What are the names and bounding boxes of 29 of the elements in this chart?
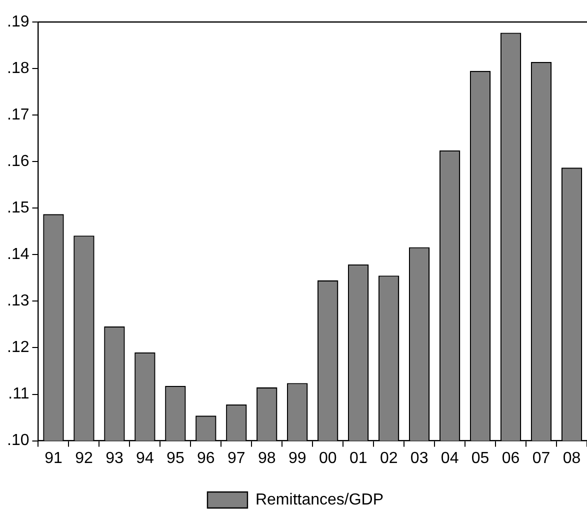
x-tick-label: 92 — [75, 450, 93, 467]
y-tick-label: .13 — [6, 292, 30, 310]
y-tick-label: .18 — [6, 60, 30, 77]
y-tick-label: .12 — [6, 339, 30, 356]
x-tick-label: 08 — [562, 450, 581, 467]
x-tick-label: 05 — [471, 450, 490, 467]
x-tick-label: 94 — [136, 450, 154, 467]
x-tick-label: 99 — [288, 450, 306, 467]
y-tick-label: .11 — [8, 386, 30, 403]
x-tick-label: 00 — [318, 450, 337, 467]
x-tick-label: 06 — [502, 450, 520, 467]
legend-label: Remittances/GDP — [255, 491, 384, 508]
x-tick-label: 96 — [197, 450, 215, 467]
y-tick-label: .17 — [6, 106, 30, 124]
x-tick-label: 01 — [349, 450, 368, 467]
x-tick-label: 97 — [228, 450, 246, 467]
y-tick-label: .10 — [6, 432, 30, 450]
x-tick-label: 93 — [106, 450, 124, 467]
y-tick-label: .14 — [6, 246, 30, 264]
x-tick-label: 91 — [44, 450, 62, 467]
x-tick-label: 95 — [166, 450, 184, 467]
x-tick-label: 04 — [440, 450, 459, 467]
x-tick-label: 02 — [380, 450, 398, 467]
y-tick-label: .19 — [6, 13, 30, 30]
x-tick-label: 03 — [410, 450, 428, 467]
x-tick-label: 98 — [258, 450, 276, 467]
y-tick-label: .15 — [6, 200, 30, 217]
x-tick-label: 07 — [532, 450, 550, 467]
y-tick-label: .16 — [6, 153, 30, 170]
